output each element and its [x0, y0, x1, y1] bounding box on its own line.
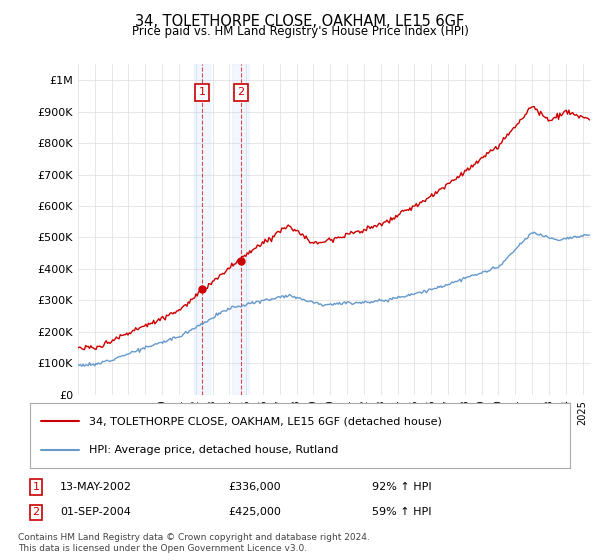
Text: Contains HM Land Registry data © Crown copyright and database right 2024.: Contains HM Land Registry data © Crown c… [18, 533, 370, 542]
Bar [194, 64, 211, 395]
Text: 92% ↑ HPI: 92% ↑ HPI [372, 482, 431, 492]
Text: 01-SEP-2004: 01-SEP-2004 [60, 507, 131, 517]
Text: 1: 1 [32, 482, 40, 492]
Text: 34, TOLETHORPE CLOSE, OAKHAM, LE15 6GF (detached house): 34, TOLETHORPE CLOSE, OAKHAM, LE15 6GF (… [89, 416, 442, 426]
Text: 2: 2 [32, 507, 40, 517]
Text: 13-MAY-2002: 13-MAY-2002 [60, 482, 132, 492]
Text: 34, TOLETHORPE CLOSE, OAKHAM, LE15 6GF: 34, TOLETHORPE CLOSE, OAKHAM, LE15 6GF [136, 14, 464, 29]
Bar [232, 64, 249, 395]
Text: This data is licensed under the Open Government Licence v3.0.: This data is licensed under the Open Gov… [18, 544, 307, 553]
Text: £425,000: £425,000 [228, 507, 281, 517]
Text: HPI: Average price, detached house, Rutland: HPI: Average price, detached house, Rutl… [89, 445, 339, 455]
Text: Price paid vs. HM Land Registry's House Price Index (HPI): Price paid vs. HM Land Registry's House … [131, 25, 469, 38]
Text: £336,000: £336,000 [228, 482, 281, 492]
Text: 1: 1 [199, 87, 205, 97]
Text: 2: 2 [237, 87, 244, 97]
Text: 59% ↑ HPI: 59% ↑ HPI [372, 507, 431, 517]
